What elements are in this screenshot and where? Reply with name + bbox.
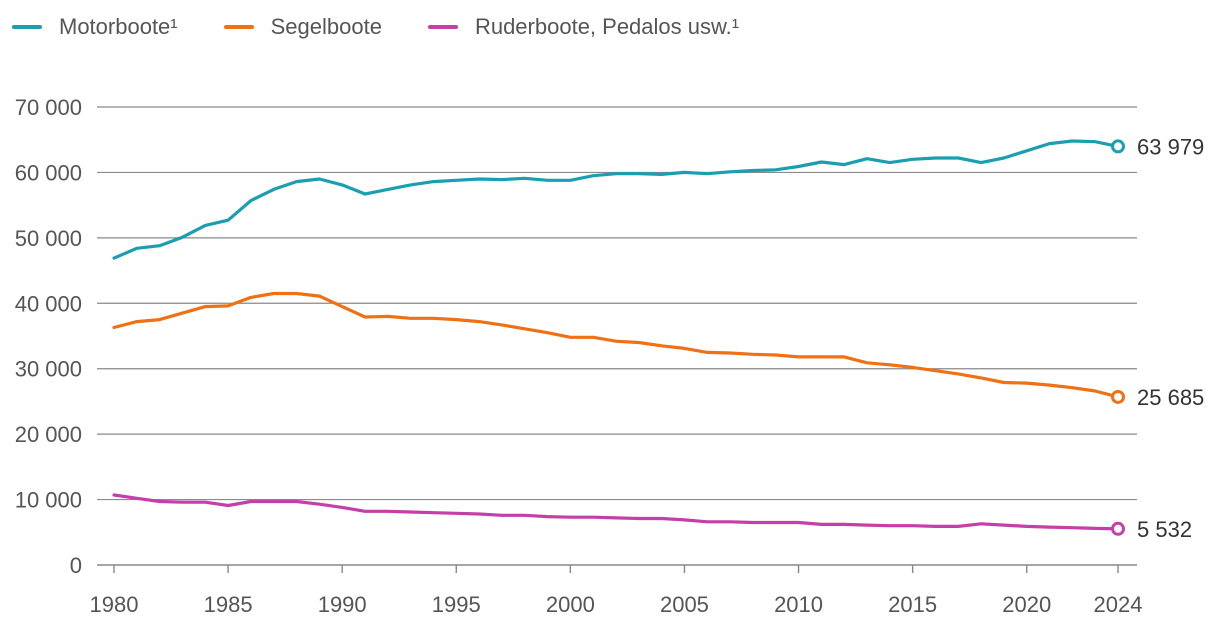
y-tick-label: 70 000 xyxy=(15,95,82,120)
series-end-marker-1 xyxy=(1111,389,1125,404)
x-tick-label: 2015 xyxy=(888,592,937,617)
series-end-label-0: 63 979 xyxy=(1137,134,1204,159)
series-line-1 xyxy=(112,291,1120,399)
x-tick-label: 2020 xyxy=(1002,592,1051,617)
legend-label-ruderboote: Ruderboote, Pedalos usw.¹ xyxy=(474,14,740,39)
legend-swatch-segelboote xyxy=(223,25,254,29)
series-line-2 xyxy=(112,493,1120,531)
x-tick-label: 2024 xyxy=(1094,592,1143,617)
y-tick-label: 0 xyxy=(70,553,82,578)
series-end-marker-0 xyxy=(1111,139,1125,154)
y-tick-label: 60 000 xyxy=(15,160,82,185)
x-tick-label: 2005 xyxy=(660,592,709,617)
legend-label-motorboote: Motorboote¹ xyxy=(59,14,178,39)
y-tick-label: 10 000 xyxy=(15,488,82,513)
legend-item-segelboote: Segelboote xyxy=(223,14,382,40)
y-tick-label: 30 000 xyxy=(15,357,82,382)
legend-swatch-ruderboote xyxy=(427,25,458,29)
y-tick-label: 40 000 xyxy=(15,291,82,316)
series-line-0 xyxy=(112,139,1120,260)
y-tick-label: 20 000 xyxy=(15,422,82,447)
legend-item-motorboote: Motorboote¹ xyxy=(12,14,178,40)
y-tick-label: 50 000 xyxy=(15,226,82,251)
series-end-marker-2 xyxy=(1111,521,1125,536)
x-tick-label: 1995 xyxy=(432,592,481,617)
x-tick-label: 1985 xyxy=(204,592,253,617)
series-layer xyxy=(112,139,1125,536)
axis-layer: 0 10 000 20 000 30 000 40 000 50 000 60 000 70 … xyxy=(15,95,1143,617)
series-end-label-2: 5 532 xyxy=(1137,517,1192,542)
legend-label-segelboote: Segelboote xyxy=(270,14,382,39)
x-tick-label: 1980 xyxy=(90,592,139,617)
legend: Motorboote¹ Segelboote Ruderboote, Pedal… xyxy=(12,14,785,40)
label-layer: 63 979 25 685 5 532 xyxy=(1137,134,1204,541)
series-end-label-1: 25 685 xyxy=(1137,385,1204,410)
grid-layer xyxy=(97,106,1137,566)
x-tick-label: 1990 xyxy=(318,592,367,617)
legend-swatch-motorboote xyxy=(12,25,42,29)
x-tick-label: 2010 xyxy=(774,592,823,617)
x-tick-label: 2000 xyxy=(546,592,595,617)
legend-item-ruderboote: Ruderboote, Pedalos usw.¹ xyxy=(427,14,740,40)
